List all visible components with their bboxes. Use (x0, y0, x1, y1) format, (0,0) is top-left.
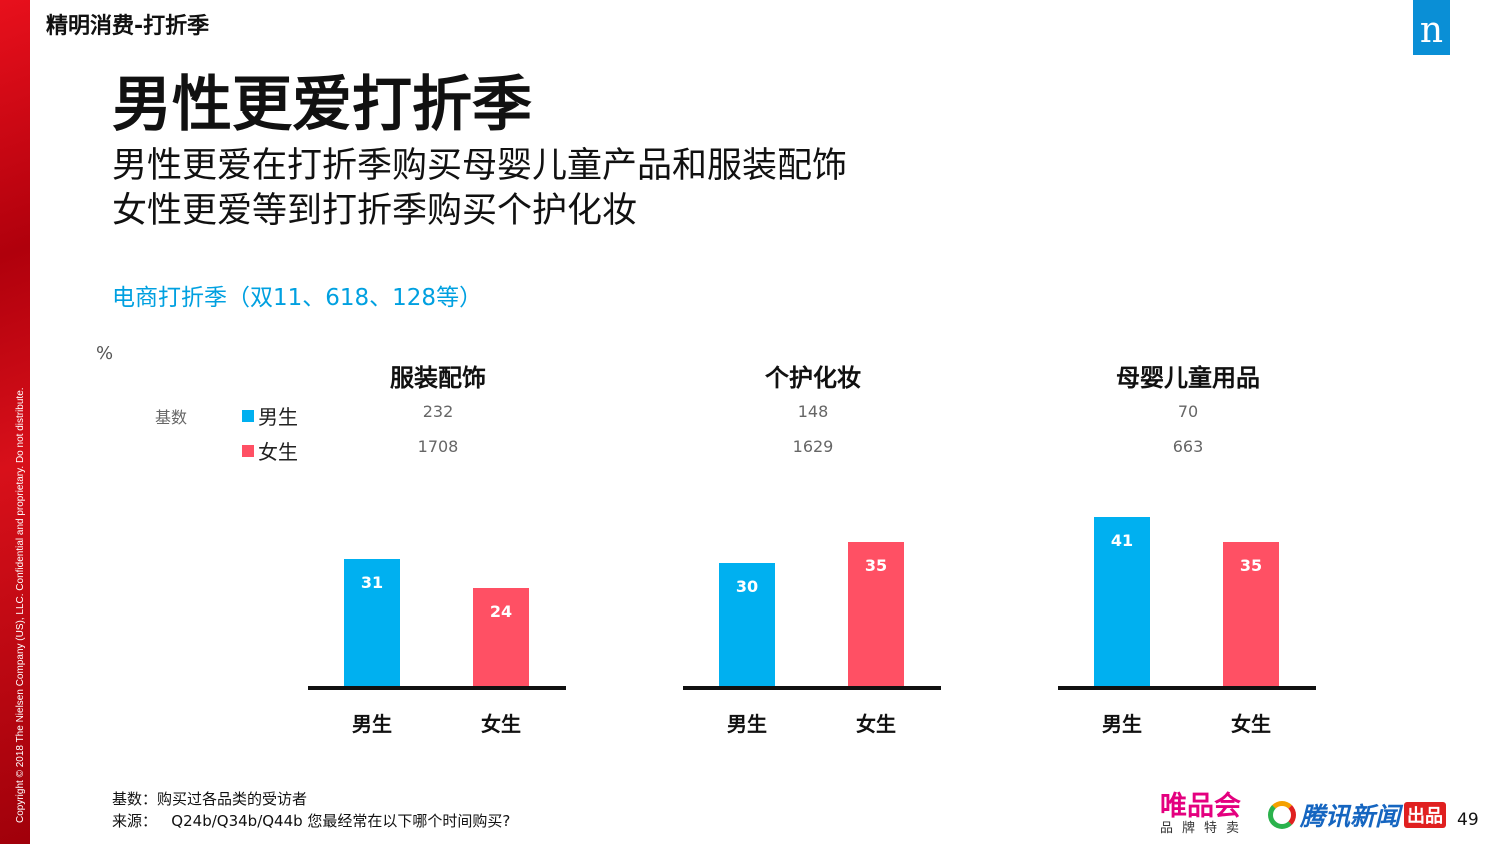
source-note: 来源： Q24b/Q34b/Q44b 您最经常在以下哪个时间购买? (112, 812, 511, 830)
legend-male: 男生 (242, 401, 298, 430)
bar-chart: 母婴儿童用品 70 663 41 男生 35 女生 (1058, 350, 1318, 750)
tencent-text: 腾讯新闻 (1300, 802, 1401, 831)
data-label: 41 (1110, 531, 1134, 551)
data-label: 24 (489, 601, 513, 621)
x-axis (308, 686, 566, 690)
data-label: 30 (735, 576, 759, 596)
base-count-female: 1708 (417, 437, 459, 456)
chart-title: 个护化妆 (765, 364, 861, 392)
x-tick-label: 女生 (481, 712, 521, 736)
chart-label: 电商打折季（双11、618、128等） (112, 285, 483, 311)
bar-female: 35 (848, 542, 904, 688)
bar-male: 41 (1094, 517, 1150, 688)
tencent-news-logo: 腾讯新闻 出品 (1268, 797, 1447, 833)
legend-female: 女生 (242, 436, 298, 465)
x-tick-label: 男生 (1102, 712, 1142, 736)
bar-female: 24 (473, 587, 529, 688)
data-label: 31 (360, 572, 384, 592)
tencent-badge: 出品 (1404, 802, 1447, 828)
bar-female: 35 (1223, 542, 1279, 688)
base-count-female: 1629 (792, 437, 834, 456)
chart-title: 母婴儿童用品 (1116, 364, 1260, 392)
unit-label: % (96, 343, 114, 364)
bar-chart: 个护化妆 148 1629 30 男生 35 女生 (683, 350, 943, 750)
legend-swatch-female (242, 444, 254, 457)
brand-strip: Copyright © 2018 The Nielsen Company (US… (0, 0, 30, 844)
base-count-male: 148 (797, 402, 829, 421)
vip-logo: 唯品会 品牌特卖 (1160, 793, 1248, 837)
page-title: 男性更爱打折季 (112, 70, 532, 140)
legend-male-label: 男生 (258, 405, 298, 429)
nielsen-logo: n (1413, 0, 1450, 55)
legend-swatch-male (242, 409, 254, 422)
legend-female-label: 女生 (258, 440, 298, 464)
copyright-text: Copyright © 2018 The Nielsen Company (US… (15, 387, 26, 823)
x-tick-label: 女生 (856, 712, 896, 736)
base-note: 基数：购买过各品类的受访者 (112, 790, 308, 808)
data-label: 35 (864, 556, 888, 576)
x-tick-label: 男生 (352, 712, 392, 736)
x-tick-label: 男生 (727, 712, 767, 736)
bar-chart: 服装配饰 232 1708 31 男生 24 女生 (308, 350, 568, 750)
x-axis (1058, 686, 1316, 690)
bar-male: 31 (344, 558, 400, 688)
base-count-male: 232 (422, 402, 454, 421)
tencent-icon (1268, 801, 1296, 829)
vip-logo-text: 唯品会 (1160, 791, 1241, 822)
x-axis (683, 686, 941, 690)
base-label: 基数 (155, 408, 188, 427)
x-tick-label: 女生 (1231, 712, 1271, 736)
data-label: 35 (1239, 556, 1263, 576)
subtitle-line-1: 男性更爱在打折季购买母婴儿童产品和服装配饰 (112, 146, 848, 186)
vip-logo-sub: 品牌特卖 (1160, 821, 1249, 836)
subtitle-line-2: 女性更爱等到打折季购买个护化妆 (112, 191, 638, 231)
base-count-female: 663 (1172, 437, 1204, 456)
chart-title: 服装配饰 (390, 364, 486, 392)
page-number: 49 (1457, 810, 1479, 830)
section-title: 精明消费-打折季 (46, 14, 210, 39)
bar-male: 30 (719, 562, 775, 688)
base-count-male: 70 (1177, 402, 1199, 421)
